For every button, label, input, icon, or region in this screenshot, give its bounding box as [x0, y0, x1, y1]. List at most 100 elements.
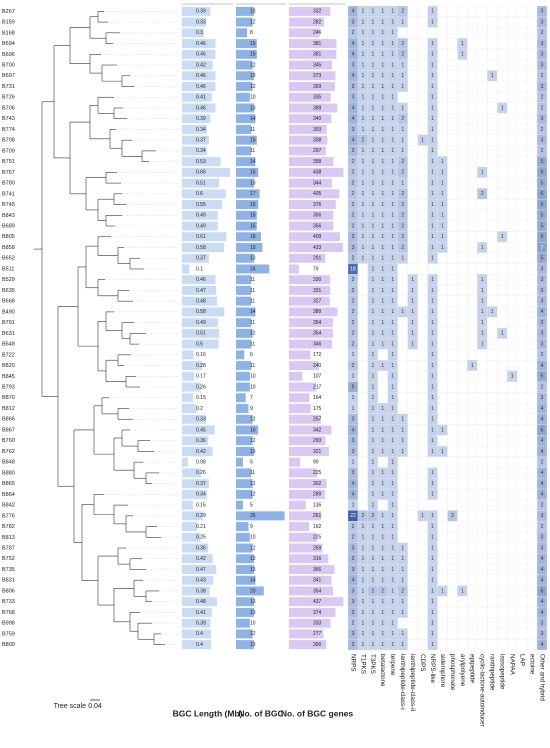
heatmap-cell-empty [526, 188, 538, 200]
heatmap-cell-label: 1 [381, 277, 384, 283]
heatmap-cell-label: 4 [352, 73, 355, 79]
heatmap-cell-empty [457, 617, 468, 629]
heatmap-cell-empty [397, 327, 408, 339]
heatmap-cell-empty [417, 209, 428, 221]
heatmap-cell-empty [437, 113, 448, 125]
heatmap-cell-empty [407, 220, 418, 232]
heatmap-cell-empty [397, 360, 408, 372]
heatmap-cell-label: 1 [371, 288, 374, 294]
heatmap-cell-empty [487, 284, 498, 296]
heatmap-cell-empty [526, 252, 538, 264]
heatmap-cell-label: 3 [541, 395, 544, 401]
heatmap-cell-label: 1 [381, 191, 384, 197]
heatmap-cell-label: 1 [371, 245, 374, 251]
heatmap-cell-label: 1 [371, 277, 374, 283]
heatmap-cell-empty [397, 521, 408, 533]
heatmap-cell-label: 1 [391, 545, 394, 551]
heatmap-cell-empty [447, 349, 458, 361]
heatmap-cell-label: 1 [431, 556, 434, 562]
bar [182, 564, 217, 575]
heatmap-cell-empty [517, 488, 528, 500]
heatmap-cell-empty [487, 156, 498, 168]
heatmap-cell-label: 4 [541, 406, 544, 412]
bar [182, 285, 217, 295]
heatmap-cell-label: 1 [441, 245, 444, 251]
heatmap-cell-empty [507, 585, 518, 597]
heatmap-cell-label: 1 [371, 191, 374, 197]
heatmap-cell-label: 1 [431, 41, 434, 47]
bar-value-label: 135 [313, 502, 322, 508]
heatmap-cell-empty [457, 274, 468, 286]
heatmap-cell-empty [417, 488, 428, 500]
bar [289, 167, 344, 177]
bar [236, 457, 243, 467]
heatmap-cell-label: 1 [371, 417, 374, 423]
heatmap-cell-label: 1 [431, 642, 434, 648]
heatmap-cell-empty [477, 553, 488, 565]
bar [236, 135, 257, 145]
heatmap-cell-label: 1 [431, 127, 434, 133]
heatmap-cell-empty [447, 413, 458, 425]
bar-value-label: 261 [313, 513, 322, 519]
heatmap-cell-empty [477, 531, 488, 543]
heatmap-cell-label: 1 [371, 642, 374, 648]
bar [236, 629, 253, 639]
heatmap-cell-empty [447, 91, 458, 103]
heatmap-cell-label: 3 [541, 62, 544, 68]
heatmap-cell-label: 1 [431, 213, 434, 219]
bar [182, 629, 212, 639]
heatmap-cell-label: 3 [541, 52, 544, 58]
heatmap-cell-label: 1 [441, 234, 444, 240]
heatmap-cell-empty [447, 220, 458, 232]
heatmap-column-label: cyclic-lactone-autoinducer [479, 654, 486, 727]
heatmap-column-label: ranthipeptide [489, 654, 496, 691]
heatmap-cell-empty [526, 639, 538, 651]
heatmap-cell-label: 1 [441, 588, 444, 594]
heatmap-cell-empty [377, 392, 388, 404]
heatmap-cell-empty [477, 499, 488, 511]
heatmap-cell-label: 1 [481, 288, 484, 294]
heatmap-cell-empty [407, 188, 418, 200]
heatmap-cell-empty [467, 220, 478, 232]
heatmap-cell-empty [467, 188, 478, 200]
heatmap-cell-label: 1 [371, 127, 374, 133]
bar [236, 328, 253, 338]
heatmap-cell-empty [477, 370, 488, 382]
heatmap-cell-empty [457, 199, 468, 211]
heatmap-cell-label: 1 [371, 470, 374, 476]
heatmap-cell-empty [417, 241, 428, 254]
heatmap-cell-empty [487, 402, 498, 415]
strain-label: B709 [2, 148, 15, 154]
heatmap-cell-empty [377, 499, 388, 511]
bar-value-label: 366 [313, 567, 322, 573]
bar [289, 221, 334, 231]
heatmap-cell-empty [447, 370, 458, 382]
heatmap-cell-empty [477, 134, 488, 146]
bar [236, 511, 285, 521]
bar-value-label: 346 [313, 341, 322, 347]
heatmap-cell-label: 1 [401, 137, 404, 143]
heatmap-cell-label: 2 [481, 191, 484, 197]
heatmap-cell-empty [497, 510, 508, 522]
bar-value-label: 6 [250, 352, 253, 358]
tree-scale-value: 0.04 [88, 703, 102, 710]
heatmap-cell-label: 1 [431, 535, 434, 541]
heatmap-cell-empty [447, 80, 458, 93]
heatmap-cell-empty [397, 274, 408, 286]
heatmap-cell-empty [517, 413, 528, 425]
strain-label: B759 [2, 631, 15, 637]
heatmap-cell-label: 2 [401, 159, 404, 165]
heatmap-cell-empty [437, 639, 448, 651]
bar-value-label: 15 [250, 223, 256, 229]
heatmap-cell-label: 1 [371, 30, 374, 36]
heatmap-cell-label: 1 [491, 309, 494, 315]
heatmap-cell-empty [437, 123, 448, 135]
heatmap-cell-empty [507, 156, 518, 168]
heatmap-cell-empty [517, 284, 528, 296]
heatmap-cell-label: 1 [431, 180, 434, 186]
heatmap-cell-label: 1 [371, 578, 374, 584]
heatmap-cell-empty [507, 102, 518, 114]
heatmap-cell-empty [417, 199, 428, 211]
bar-value-label: 257 [313, 417, 322, 423]
heatmap-cell-empty [507, 134, 518, 146]
